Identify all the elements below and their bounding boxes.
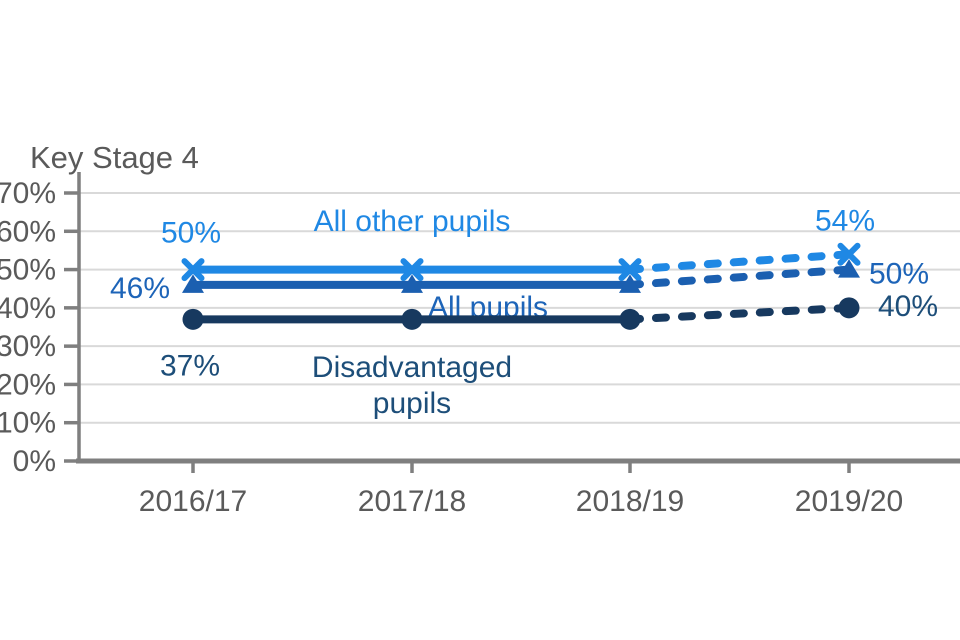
series-label: Disadvantaged (312, 351, 512, 384)
data-label: 37% (160, 349, 220, 382)
x-marker (618, 258, 642, 282)
y-axis-ticks: 0% 10% 20% 30% 40% 50% 60% 70% (0, 177, 79, 478)
data-label: 40% (878, 290, 938, 323)
x-tick-label: 2017/18 (358, 485, 466, 518)
series-all-other-pupils: 50% 54% All other pupils (161, 204, 875, 282)
circle-marker (401, 308, 423, 330)
y-tick-label: 0% (13, 445, 56, 478)
y-tick-label: 60% (0, 215, 56, 248)
triangle-marker (401, 274, 423, 293)
series-line-dashed (626, 265, 853, 289)
series-label: pupils (373, 387, 451, 420)
x-tick-label: 2016/17 (139, 485, 247, 518)
circle-marker (619, 308, 641, 330)
circle-marker (838, 297, 860, 319)
y-tick-label: 30% (0, 330, 56, 363)
triangle-marker (619, 274, 641, 293)
x-marker (837, 242, 861, 266)
triangle-marker (838, 259, 860, 278)
data-label: 46% (110, 272, 170, 305)
gridlines (79, 192, 960, 424)
data-label: 54% (815, 204, 875, 237)
y-tick-label: 10% (0, 407, 56, 440)
x-marker (181, 258, 205, 282)
triangle-marker (182, 274, 204, 293)
x-marker (400, 258, 424, 282)
series-label: All other pupils (314, 205, 511, 238)
circle-marker (182, 308, 204, 330)
x-axis-ticks: 2016/17 2017/18 2018/19 2019/20 (139, 461, 903, 518)
series-line-dashed (626, 303, 853, 324)
data-label: 50% (161, 217, 221, 250)
y-tick-label: 40% (0, 292, 56, 325)
axes (76, 172, 960, 464)
y-tick-label: 20% (0, 368, 56, 401)
data-label: 50% (869, 258, 929, 291)
x-tick-label: 2018/19 (576, 485, 684, 518)
y-tick-label: 70% (0, 177, 56, 210)
series-line-dashed (626, 250, 853, 274)
chart-title: Key Stage 4 (30, 140, 199, 175)
y-tick-label: 50% (0, 254, 56, 287)
x-tick-label: 2019/20 (795, 485, 903, 518)
